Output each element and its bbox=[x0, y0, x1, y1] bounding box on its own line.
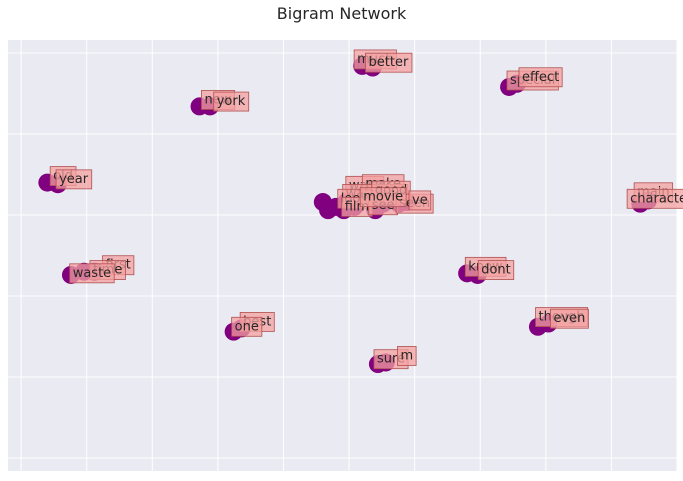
node-label-text: dont bbox=[481, 263, 511, 278]
node-label: even bbox=[550, 308, 589, 329]
node-label: better bbox=[365, 52, 413, 73]
labels-layer: muchbetternewyorkspecialeffectoldyearmai… bbox=[49, 49, 683, 370]
node-label-box bbox=[359, 187, 407, 208]
node-label-text: effect bbox=[522, 70, 559, 85]
node-label-box bbox=[365, 52, 413, 73]
node-label-box bbox=[397, 346, 417, 366]
node-label-text: york bbox=[217, 94, 246, 109]
node-label-text: waste bbox=[73, 266, 111, 281]
node-label: character bbox=[626, 188, 683, 209]
node-label: year bbox=[55, 169, 93, 190]
node-label-text: movie bbox=[363, 190, 403, 205]
node-label-text: better bbox=[369, 55, 409, 70]
node-label-text: even bbox=[553, 311, 585, 326]
node-label: one bbox=[231, 316, 263, 337]
node-label: dont bbox=[477, 260, 515, 280]
node-label: waste bbox=[69, 263, 115, 284]
node-label-box bbox=[213, 91, 250, 112]
node-label: ve bbox=[408, 190, 432, 211]
node-label-box bbox=[408, 190, 432, 211]
node-label-box bbox=[518, 67, 563, 88]
node-label: m bbox=[397, 346, 417, 366]
node-label-box bbox=[231, 316, 263, 337]
node-label-box bbox=[69, 263, 115, 284]
node-marker bbox=[319, 201, 338, 220]
node-label: movie bbox=[359, 187, 407, 208]
chart-title: Bigram Network bbox=[276, 4, 407, 23]
node-label-text: ve bbox=[412, 193, 428, 208]
node-label-text: m bbox=[400, 348, 413, 363]
node-label-text: character bbox=[630, 191, 683, 206]
node-label: york bbox=[213, 91, 250, 112]
node-label-text: year bbox=[59, 172, 89, 187]
node-label-text: one bbox=[235, 319, 259, 334]
node-label-box bbox=[550, 308, 589, 329]
node-label-box bbox=[55, 169, 93, 190]
node-label-box bbox=[477, 260, 515, 280]
grid-lines bbox=[8, 40, 678, 471]
node-label-box bbox=[626, 188, 683, 209]
node-label: effect bbox=[518, 67, 563, 88]
